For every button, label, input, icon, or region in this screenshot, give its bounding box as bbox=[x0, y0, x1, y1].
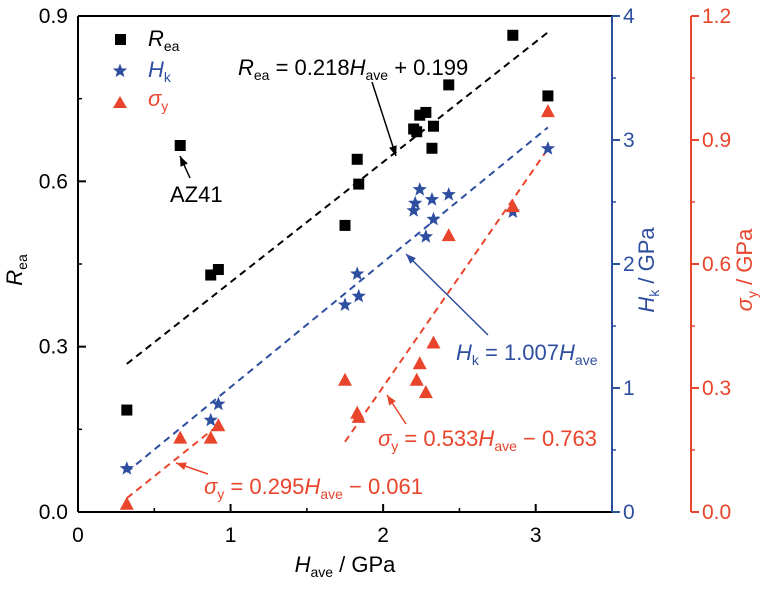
arrow-hk-line bbox=[405, 253, 489, 336]
point-Rea-13 bbox=[443, 79, 455, 91]
x-tick-label-1: 1 bbox=[225, 524, 237, 547]
point-Hk-0 bbox=[119, 461, 134, 475]
point-sigmay-12 bbox=[505, 199, 520, 213]
y-axis-label-hk: Hk / GPa bbox=[634, 227, 662, 313]
point-Rea-14 bbox=[507, 29, 519, 41]
point-Rea-8 bbox=[411, 126, 423, 138]
point-sigmay-9 bbox=[418, 385, 433, 399]
y-axis-label-left: Rea bbox=[2, 254, 30, 286]
point-Hk-7 bbox=[408, 195, 423, 210]
point-Rea-12 bbox=[427, 120, 439, 132]
point-Rea-15 bbox=[542, 90, 554, 102]
annotation-sy-equation-low: σy = 0.295Have − 0.061 bbox=[204, 474, 423, 502]
arrow-sy-low-head bbox=[176, 462, 187, 471]
point-sigmay-4 bbox=[338, 372, 352, 386]
legend-marker-sy bbox=[113, 96, 127, 108]
y-hk-tick-label-2: 2 bbox=[623, 253, 635, 276]
x-tick-label-3: 3 bbox=[530, 524, 542, 547]
point-Hk-5 bbox=[351, 288, 366, 303]
point-sigmay-2 bbox=[203, 430, 218, 444]
point-Rea-11 bbox=[426, 142, 438, 154]
y-hk-tick-label-0: 0 bbox=[623, 501, 635, 524]
point-sigmay-6 bbox=[351, 409, 366, 423]
legend-label-hk: Hk bbox=[148, 57, 172, 85]
point-Rea-4 bbox=[339, 219, 351, 231]
point-Hk-14 bbox=[540, 141, 556, 155]
legend-label-sy: σy bbox=[148, 86, 168, 114]
point-Rea-3 bbox=[212, 264, 224, 276]
point-Rea-6 bbox=[353, 178, 365, 190]
point-Rea-5 bbox=[351, 153, 363, 165]
point-sigmay-7 bbox=[409, 372, 424, 386]
annotation-rea-equation: Rea = 0.218Have + 0.199 bbox=[238, 55, 468, 83]
x-tick-label-2: 2 bbox=[377, 524, 389, 547]
point-sigmay-10 bbox=[426, 335, 441, 349]
point-Hk-4 bbox=[350, 266, 365, 280]
arrow-hk-head bbox=[406, 254, 416, 264]
point-Rea-0 bbox=[121, 404, 133, 416]
y-left-tick-label-0: 0.0 bbox=[39, 501, 68, 524]
point-sigmay-8 bbox=[412, 356, 427, 370]
y-left-tick-label-3: 0.9 bbox=[39, 5, 68, 28]
point-Hk-12 bbox=[441, 187, 456, 201]
point-Rea-2 bbox=[205, 269, 217, 281]
point-Rea-1 bbox=[174, 140, 186, 152]
arrow-rea-head bbox=[389, 145, 397, 156]
fit-line-1 bbox=[126, 126, 549, 473]
legend-label-rea: Rea bbox=[148, 26, 180, 54]
point-sigmay-13 bbox=[540, 104, 555, 118]
x-tick-label-0: 0 bbox=[72, 524, 84, 547]
annotation-sy-equation-high: σy = 0.533Have − 0.763 bbox=[378, 426, 597, 454]
legend-marker-rea bbox=[115, 34, 126, 45]
fit-line-0 bbox=[126, 31, 549, 365]
legend-marker-hk bbox=[112, 63, 128, 78]
x-axis-label: Have / GPa bbox=[295, 552, 397, 580]
legend: Rea Hk σy bbox=[112, 26, 180, 114]
point-sigmay-3 bbox=[211, 418, 226, 432]
y-left-tick-label-2: 0.6 bbox=[39, 170, 68, 193]
point-Hk-9 bbox=[418, 229, 433, 243]
point-Hk-8 bbox=[412, 182, 427, 196]
y-hk-tick-label-4: 4 bbox=[623, 5, 635, 28]
annotation-hk-equation: Hk = 1.007Have bbox=[456, 340, 598, 368]
point-Hk-2 bbox=[211, 396, 226, 411]
y-sy-tick-label-4: 1.2 bbox=[702, 5, 731, 28]
y-left-tick-label-1: 0.3 bbox=[39, 336, 68, 359]
point-sigmay-11 bbox=[441, 228, 456, 242]
arrow-rea-line bbox=[371, 81, 397, 157]
y-hk-tick-label-3: 3 bbox=[623, 129, 635, 152]
arrow-az41-head bbox=[180, 156, 188, 167]
y-sy-tick-label-0: 0.0 bbox=[702, 501, 731, 524]
y-sy-tick-label-2: 0.6 bbox=[702, 253, 731, 276]
point-Hk-3 bbox=[337, 297, 353, 311]
y-axis-label-sy: σy / GPa bbox=[732, 228, 760, 311]
arrow-sy-high-head bbox=[387, 395, 396, 406]
point-sigmay-0 bbox=[119, 496, 134, 510]
annotation-az41: AZ41 bbox=[170, 182, 223, 207]
point-Hk-6 bbox=[406, 203, 421, 217]
point-Rea-9 bbox=[414, 109, 426, 121]
y-hk-tick-label-1: 1 bbox=[623, 377, 635, 400]
point-Hk-10 bbox=[424, 192, 440, 206]
point-Rea-10 bbox=[420, 106, 432, 118]
point-Hk-11 bbox=[426, 211, 441, 226]
y-sy-tick-label-3: 0.9 bbox=[702, 129, 731, 152]
point-sigmay-1 bbox=[173, 430, 188, 444]
point-Hk-1 bbox=[203, 412, 218, 427]
fit-line-2 bbox=[126, 424, 219, 499]
y-sy-tick-label-1: 0.3 bbox=[702, 377, 731, 400]
